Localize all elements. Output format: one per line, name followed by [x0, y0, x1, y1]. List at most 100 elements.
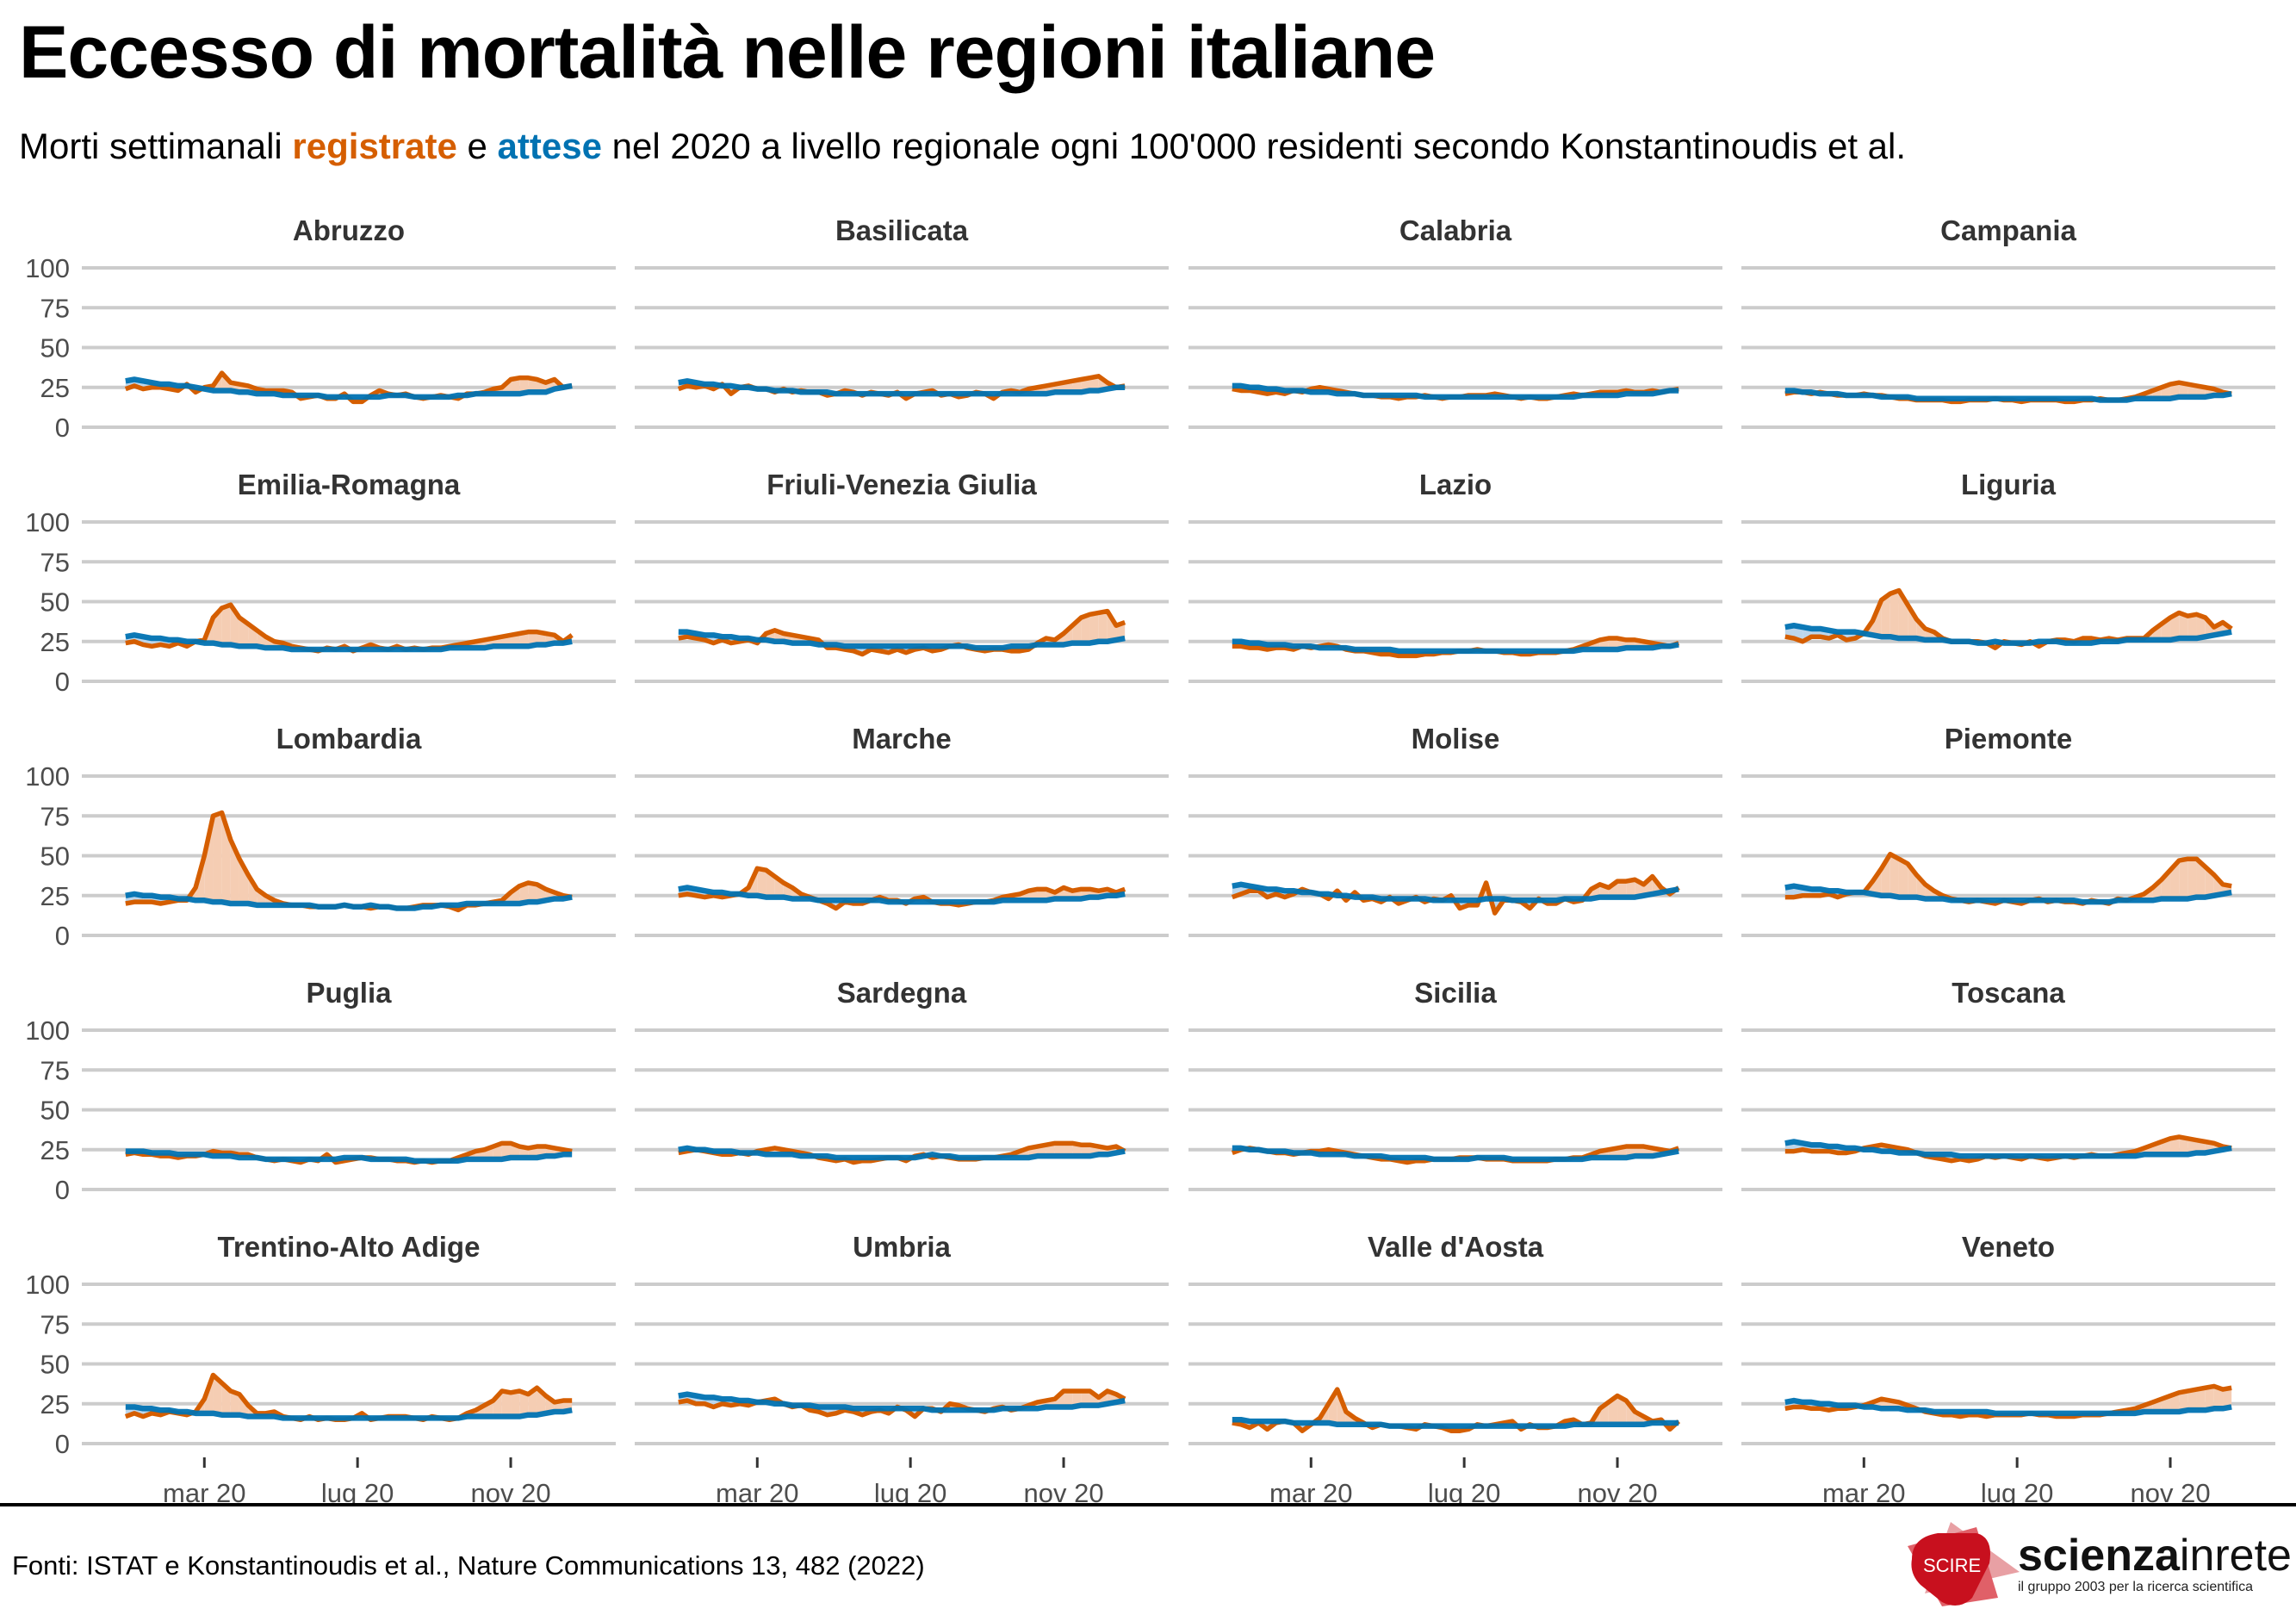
- panel-title: Piemonte: [1945, 723, 2073, 755]
- line-attese: [1232, 382, 1679, 401]
- x-tick-label: lug 20: [321, 1478, 394, 1503]
- logo-tagline: il gruppo 2003 per la ricerca scientific…: [2018, 1580, 2253, 1594]
- excess-area: [2196, 859, 2206, 898]
- legend-registrate: registrate: [292, 126, 457, 166]
- chart-title: Eccesso di mortalità nelle regioni itali…: [19, 11, 1436, 94]
- y-tick-label: 0: [55, 1429, 70, 1459]
- excess-area: [1081, 614, 1090, 643]
- logo-name-light: inrete: [2180, 1531, 2292, 1581]
- subtitle-text: nel 2020 a livello regionale ogni 100'00…: [601, 126, 1907, 166]
- y-tick-label: 25: [40, 1389, 70, 1419]
- excess-area: [1908, 605, 1917, 639]
- panel-title: Toscana: [1952, 977, 2065, 1009]
- panel-title: Sardegna: [837, 977, 967, 1009]
- excess-area: [1098, 611, 1108, 642]
- excess-area: [511, 377, 520, 394]
- source-note: Fonti: ISTAT e Konstantinoudis et al., N…: [12, 1550, 925, 1581]
- panel-title: Trentino-Alto Adige: [218, 1231, 481, 1263]
- line-attese: [125, 891, 573, 911]
- excess-area: [239, 859, 249, 904]
- excess-area: [230, 1390, 239, 1415]
- line-attese: [1232, 1145, 1679, 1163]
- excess-area: [2223, 1388, 2232, 1409]
- y-tick-label: 100: [25, 1270, 70, 1300]
- line-attese: [1232, 1417, 1679, 1429]
- y-tick-label: 75: [40, 1309, 70, 1339]
- excess-area: [2205, 1386, 2214, 1411]
- logo-badge-text: SCIRE: [1923, 1555, 1981, 1576]
- excess-area: [1064, 1143, 1073, 1157]
- excess-area: [221, 605, 231, 645]
- line-attese: [1784, 883, 2232, 905]
- footer-divider: [0, 1503, 2296, 1506]
- line-attese: [678, 378, 1126, 397]
- line-attese: [678, 1145, 1126, 1161]
- excess-area: [1916, 874, 1926, 899]
- excess-area: [1890, 854, 1899, 898]
- y-tick-label: 50: [40, 1096, 70, 1126]
- x-tick-label: lug 20: [1428, 1478, 1500, 1503]
- y-tick-label: 100: [25, 253, 70, 283]
- line-attese: [125, 376, 573, 401]
- excess-area: [2170, 1136, 2180, 1155]
- y-tick-label: 0: [55, 1175, 70, 1205]
- excess-area: [528, 882, 537, 903]
- excess-area: [2179, 1136, 2188, 1155]
- panel-title: Sicilia: [1414, 977, 1497, 1009]
- excess-area: [493, 1390, 502, 1417]
- chart-subtitle: Morti settimanali registrate e attese ne…: [19, 126, 1906, 167]
- x-tick-label: lug 20: [874, 1478, 946, 1503]
- y-tick-label: 75: [40, 801, 70, 831]
- line-attese: [1232, 638, 1679, 655]
- line-attese: [678, 885, 1126, 905]
- y-tick-label: 25: [40, 373, 70, 403]
- y-tick-label: 50: [40, 333, 70, 363]
- panel-title: Marche: [852, 723, 952, 755]
- excess-area: [1898, 859, 1908, 898]
- line-attese: [1784, 623, 2232, 646]
- panel-title: Liguria: [1961, 469, 2057, 500]
- panel-title: Emilia-Romagna: [238, 469, 461, 500]
- excess-area: [511, 1390, 520, 1417]
- panel-title: Lazio: [1419, 469, 1492, 500]
- excess-area: [2187, 1389, 2197, 1411]
- excess-area: [2179, 1390, 2188, 1412]
- excess-area: [501, 1390, 512, 1417]
- excess-area: [2196, 1388, 2206, 1411]
- excess-area: [213, 812, 222, 903]
- excess-area: [2187, 614, 2197, 639]
- panel-title: Abruzzo: [293, 214, 405, 246]
- excess-area: [1617, 1395, 1627, 1425]
- excess-area: [2187, 859, 2197, 899]
- x-tick-label: mar 20: [163, 1478, 245, 1503]
- excess-area: [213, 1375, 222, 1415]
- excess-area: [2213, 1386, 2224, 1409]
- excess-area: [1054, 1143, 1064, 1157]
- x-tick-label: mar 20: [716, 1478, 798, 1503]
- line-attese: [1784, 1397, 2232, 1417]
- subtitle-text: e: [456, 126, 498, 166]
- line-attese: [1784, 1139, 2232, 1159]
- panel-title: Campania: [1940, 214, 2076, 246]
- line-attese: [1784, 388, 2232, 403]
- excess-area: [757, 868, 766, 898]
- y-tick-label: 50: [40, 842, 70, 872]
- excess-area: [2179, 859, 2188, 899]
- y-tick-label: 50: [40, 587, 70, 618]
- panel-title: Valle d'Aosta: [1368, 1231, 1544, 1263]
- y-tick-label: 75: [40, 1055, 70, 1085]
- panel-title: Puglia: [306, 977, 392, 1009]
- panel-title: Basilicata: [835, 214, 969, 246]
- excess-area: [1881, 593, 1890, 637]
- x-tick-label: nov 20: [1023, 1478, 1103, 1503]
- line-registrate: [1232, 1387, 1681, 1433]
- small-multiples-chart: Abruzzo 0 25 50 75 100 Basilicata Calabria Campa…: [25, 214, 2275, 1503]
- y-tick-label: 75: [40, 293, 70, 323]
- y-tick-label: 50: [40, 1350, 70, 1380]
- panel-title: Lombardia: [276, 723, 422, 755]
- y-tick-label: 25: [40, 881, 70, 911]
- y-tick-label: 100: [25, 507, 70, 537]
- excess-area: [1617, 881, 1627, 898]
- y-tick-label: 0: [55, 413, 70, 443]
- panel-title: Friuli-Venezia Giulia: [766, 469, 1037, 500]
